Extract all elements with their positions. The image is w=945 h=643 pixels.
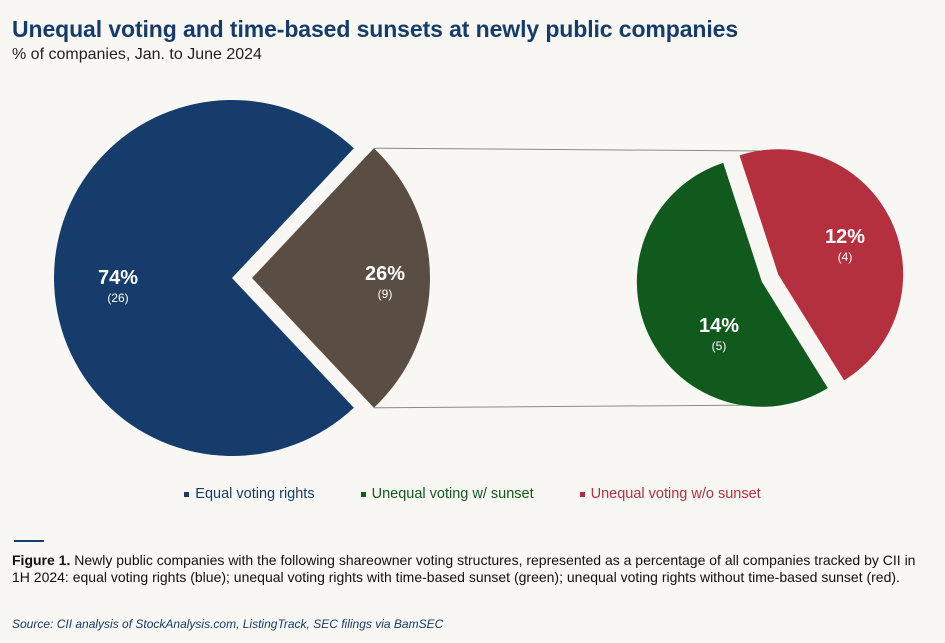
slice-equal-voting: [54, 99, 354, 457]
caption-text: Newly public companies with the followin…: [12, 552, 916, 585]
legend-marker-equal: [184, 491, 190, 497]
slice-unequal-no-sunset: [739, 149, 904, 381]
legend-label-equal: Equal voting rights: [195, 486, 315, 502]
legend-marker-no-sunset: [579, 491, 585, 497]
legend-item-no-sunset: Unequal voting w/o sunset: [579, 486, 761, 502]
connector-line-top: [373, 147, 771, 152]
slice-unequal-no-sunset-count-label: (4): [838, 250, 853, 264]
slice-unequal-with-sunset-percent-label: 14%: [699, 315, 739, 337]
caption-lead: Figure 1.: [12, 552, 71, 568]
chart-subtitle: % of companies, Jan. to June 2024: [12, 46, 262, 63]
main-pie: 74% (26) 26% (9): [54, 99, 431, 457]
source-note: Source: CII analysis of StockAnalysis.co…: [12, 617, 444, 631]
slice-unequal-voting-count-label: (9): [378, 287, 393, 301]
slice-unequal-no-sunset-percent-label: 12%: [825, 226, 865, 248]
breakdown-pie: 12% (4) 14% (5): [636, 149, 904, 407]
slice-unequal-with-sunset: [636, 162, 828, 407]
caption-divider: [14, 540, 44, 542]
legend-marker-sunset: [360, 491, 366, 497]
slice-unequal-voting: [252, 148, 431, 408]
legend-label-sunset: Unequal voting w/ sunset: [371, 486, 534, 502]
legend: Equal voting rights Unequal voting w/ su…: [0, 486, 945, 502]
figure-caption: Figure 1. Newly public companies with th…: [12, 552, 937, 585]
legend-item-sunset: Unequal voting w/ sunset: [360, 486, 534, 502]
connector-lines: [373, 147, 771, 409]
legend-label-no-sunset: Unequal voting w/o sunset: [590, 486, 761, 502]
slice-equal-voting-percent-label: 74%: [98, 267, 138, 289]
slice-equal-voting-count-label: (26): [107, 291, 128, 305]
legend-item-equal: Equal voting rights: [184, 486, 315, 502]
chart-title: Unequal voting and time-based sunsets at…: [12, 16, 739, 42]
connector-line-bottom: [373, 404, 771, 409]
slice-unequal-with-sunset-count-label: (5): [712, 339, 727, 353]
slice-unequal-voting-percent-label: 26%: [365, 263, 405, 285]
